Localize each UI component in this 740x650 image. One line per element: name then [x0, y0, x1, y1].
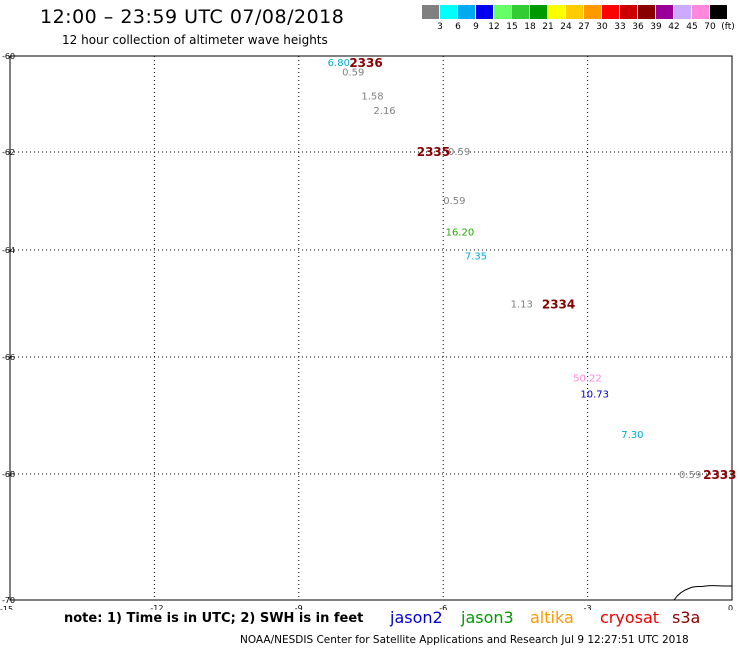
scale-tick-label: 39	[650, 22, 662, 32]
pass-time-label: 2333	[703, 468, 736, 482]
scale-swatch	[422, 5, 440, 19]
wave-height-label: 7.35	[465, 251, 487, 262]
longitude-tick-label: -9	[295, 604, 303, 610]
scale-tick-label: 42	[668, 22, 680, 32]
scale-swatch	[638, 5, 656, 19]
footnote: note: 1) Time is in UTC; 2) SWH is in fe…	[64, 611, 364, 626]
scale-swatch	[476, 5, 494, 19]
wave-height-map: -60-62-64-66-68-70-15 -12 -9 -6 -3 0 6.800.59…	[0, 52, 737, 610]
latitude-tick-label: -62	[2, 148, 15, 157]
wave-height-label: 0.59	[679, 470, 701, 481]
tick-labels: -60 -62 -64 -66 -68 -70-15 -12 -9 -6 -3 0	[0, 52, 733, 610]
wave-height-label: 0.59	[342, 67, 364, 78]
scale-tick-label: 15	[506, 22, 518, 32]
scale-tick-label: 27	[578, 22, 590, 32]
scale-tick-label: 6	[455, 22, 461, 32]
latitude-tick-label: -68	[2, 470, 15, 479]
measurement-labels: 6.800.591.582.160.590.5916.207.351.1350.…	[328, 56, 737, 482]
wave-height-label: 16.20	[446, 227, 475, 238]
scale-unit-label: (ft)	[721, 22, 735, 32]
legend-cryosat: cryosat	[600, 608, 660, 627]
wave-height-label: 0.59	[443, 196, 465, 207]
coastline	[673, 585, 732, 601]
scale-swatch	[620, 5, 638, 19]
page-subtitle: 12 hour collection of altimeter wave hei…	[62, 33, 328, 47]
wave-height-label: 50.22	[573, 373, 602, 384]
scale-tick-label: 3	[437, 22, 443, 32]
latitude-tick-label: -60	[2, 52, 15, 61]
scale-tick-label: 21	[542, 22, 554, 32]
scale-tick-label: 70	[704, 22, 716, 32]
credit-line: NOAA/NESDIS Center for Satellite Applica…	[240, 634, 689, 646]
scale-swatch	[566, 5, 584, 19]
longitude-tick-label: -3	[584, 604, 592, 610]
scale-swatch	[602, 5, 620, 19]
scale-swatch	[512, 5, 530, 19]
page-title: 12:00 – 23:59 UTC 07/08/2018	[40, 6, 345, 28]
longitude-tick-label: -15	[0, 605, 13, 610]
latitude-tick-label: -70	[2, 596, 15, 605]
legend-jason2: jason2	[390, 608, 443, 627]
wave-height-label: 10.73	[580, 389, 609, 400]
scale-swatch	[548, 5, 566, 19]
scale-tick-label: 18	[524, 22, 536, 32]
scale-swatch	[530, 5, 548, 19]
scale-tick-label: 12	[488, 22, 500, 32]
scale-swatch	[494, 5, 512, 19]
latitude-tick-label: -66	[2, 353, 15, 362]
gridlines	[10, 56, 732, 600]
color-scale-bar	[422, 5, 728, 19]
longitude-tick-label: -6	[439, 604, 447, 610]
scale-swatch	[710, 5, 728, 19]
wave-height-label: 1.58	[361, 91, 383, 102]
latitude-tick-label: -64	[2, 246, 15, 255]
scale-tick-label: 33	[614, 22, 626, 32]
scale-swatch	[692, 5, 710, 19]
wave-height-label: 6.80	[328, 58, 350, 69]
scale-swatch	[458, 5, 476, 19]
scale-tick-label: 9	[473, 22, 479, 32]
legend-jason3: jason3	[461, 608, 514, 627]
scale-tick-label: 45	[686, 22, 698, 32]
pass-time-label: 2336	[349, 56, 382, 70]
scale-swatch	[584, 5, 602, 19]
legend-altika: altika	[530, 608, 574, 627]
wave-height-label: 1.13	[511, 300, 533, 311]
scale-tick-label: 36	[632, 22, 644, 32]
scale-swatch	[674, 5, 692, 19]
legend-s3a: s3a	[672, 608, 701, 627]
scale-swatch	[656, 5, 674, 19]
wave-height-label: 0.59	[448, 147, 470, 158]
scale-tick-label: 24	[560, 22, 572, 32]
longitude-tick-label: -12	[150, 604, 163, 610]
longitude-tick-label: 0	[728, 604, 733, 610]
map-frame	[9, 55, 733, 601]
scale-swatch	[440, 5, 458, 19]
wave-height-label: 2.16	[373, 106, 395, 117]
scale-tick-label: 30	[596, 22, 608, 32]
pass-time-label: 2334	[542, 298, 575, 312]
wave-height-label: 7.30	[621, 430, 643, 441]
pass-time-label: 2335	[417, 145, 450, 159]
